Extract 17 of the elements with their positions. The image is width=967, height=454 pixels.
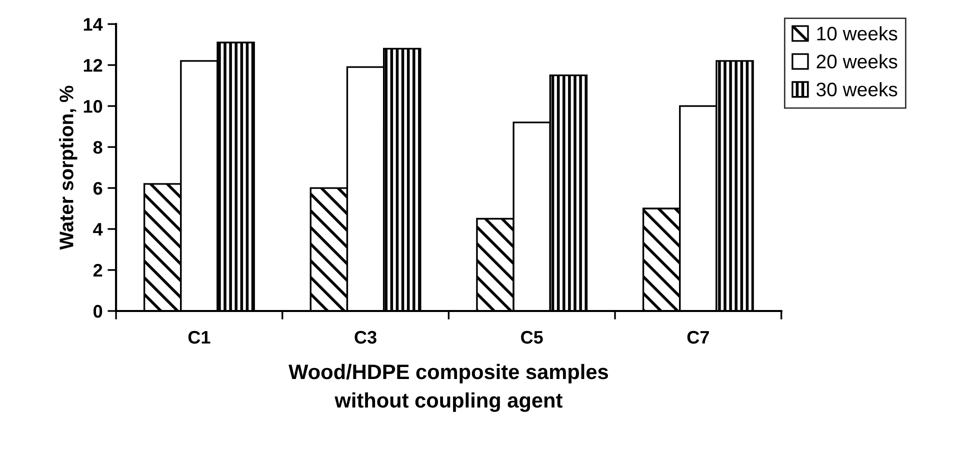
y-axis-title: Water sorption, %	[59, 86, 78, 250]
y-tick-label: 2	[93, 264, 102, 277]
legend-label: 30 weeks	[816, 82, 898, 96]
x-tick-label: C5	[521, 330, 543, 344]
x-tick-label: C7	[687, 330, 709, 344]
y-tick-label: 14	[84, 18, 103, 31]
legend-label: 10 weeks	[817, 26, 898, 40]
y-tick-label: 10	[84, 100, 102, 113]
y-tick-label: 4	[93, 223, 103, 236]
y-tick-label: 0	[94, 304, 102, 318]
x-tick-label: C1	[188, 330, 210, 344]
legend-label: 20 weeks	[816, 54, 898, 68]
y-tick-label: 6	[93, 182, 102, 195]
x-tick-label: C3	[354, 330, 376, 344]
y-tick-label: 12	[84, 58, 102, 72]
y-tick-label: 8	[93, 140, 102, 154]
x-axis-title: Wood/HDPE composite samples without coupling agent	[288, 364, 608, 412]
